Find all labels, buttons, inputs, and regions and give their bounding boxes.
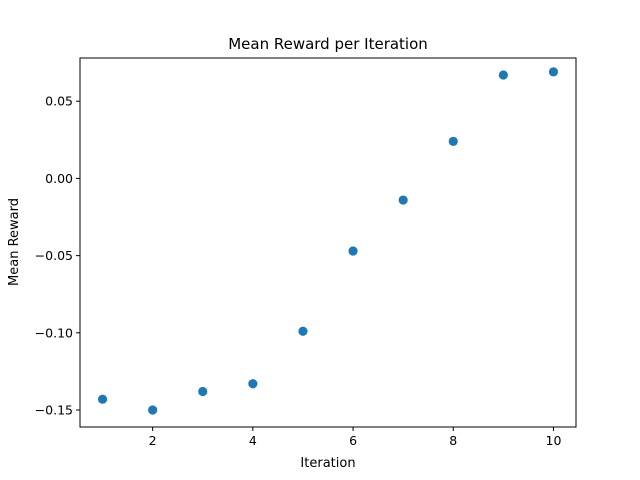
y-tick-label: 0.00 — [45, 171, 73, 186]
y-tick-label: 0.05 — [45, 94, 73, 109]
x-tick-label: 10 — [546, 433, 562, 448]
data-point — [298, 326, 308, 336]
chart-title: Mean Reward per Iteration — [228, 35, 428, 53]
data-point — [448, 136, 458, 146]
x-axis-label: Iteration — [300, 456, 355, 471]
x-tick-label: 4 — [249, 433, 257, 448]
data-point — [148, 405, 158, 415]
data-points — [97, 67, 559, 415]
data-point — [348, 246, 358, 256]
data-point — [398, 195, 408, 205]
x-tick-label: 8 — [449, 433, 457, 448]
y-tick-label: −0.05 — [35, 248, 73, 263]
plot-frame — [79, 57, 577, 428]
y-axis-ticks: −0.15 −0.10 −0.05 0.00 0.05 — [35, 94, 80, 418]
data-point — [97, 394, 108, 404]
y-tick-label: −0.10 — [35, 325, 73, 340]
data-point — [548, 67, 559, 77]
x-tick-label: 2 — [149, 433, 157, 448]
y-tick-label: −0.15 — [35, 403, 73, 418]
x-axis-ticks: 2 4 6 8 10 — [149, 427, 562, 448]
data-point — [498, 70, 508, 80]
data-point — [198, 386, 208, 397]
x-tick-label: 6 — [349, 433, 357, 448]
y-axis-label: Mean Reward — [7, 198, 22, 286]
data-point — [248, 379, 258, 389]
